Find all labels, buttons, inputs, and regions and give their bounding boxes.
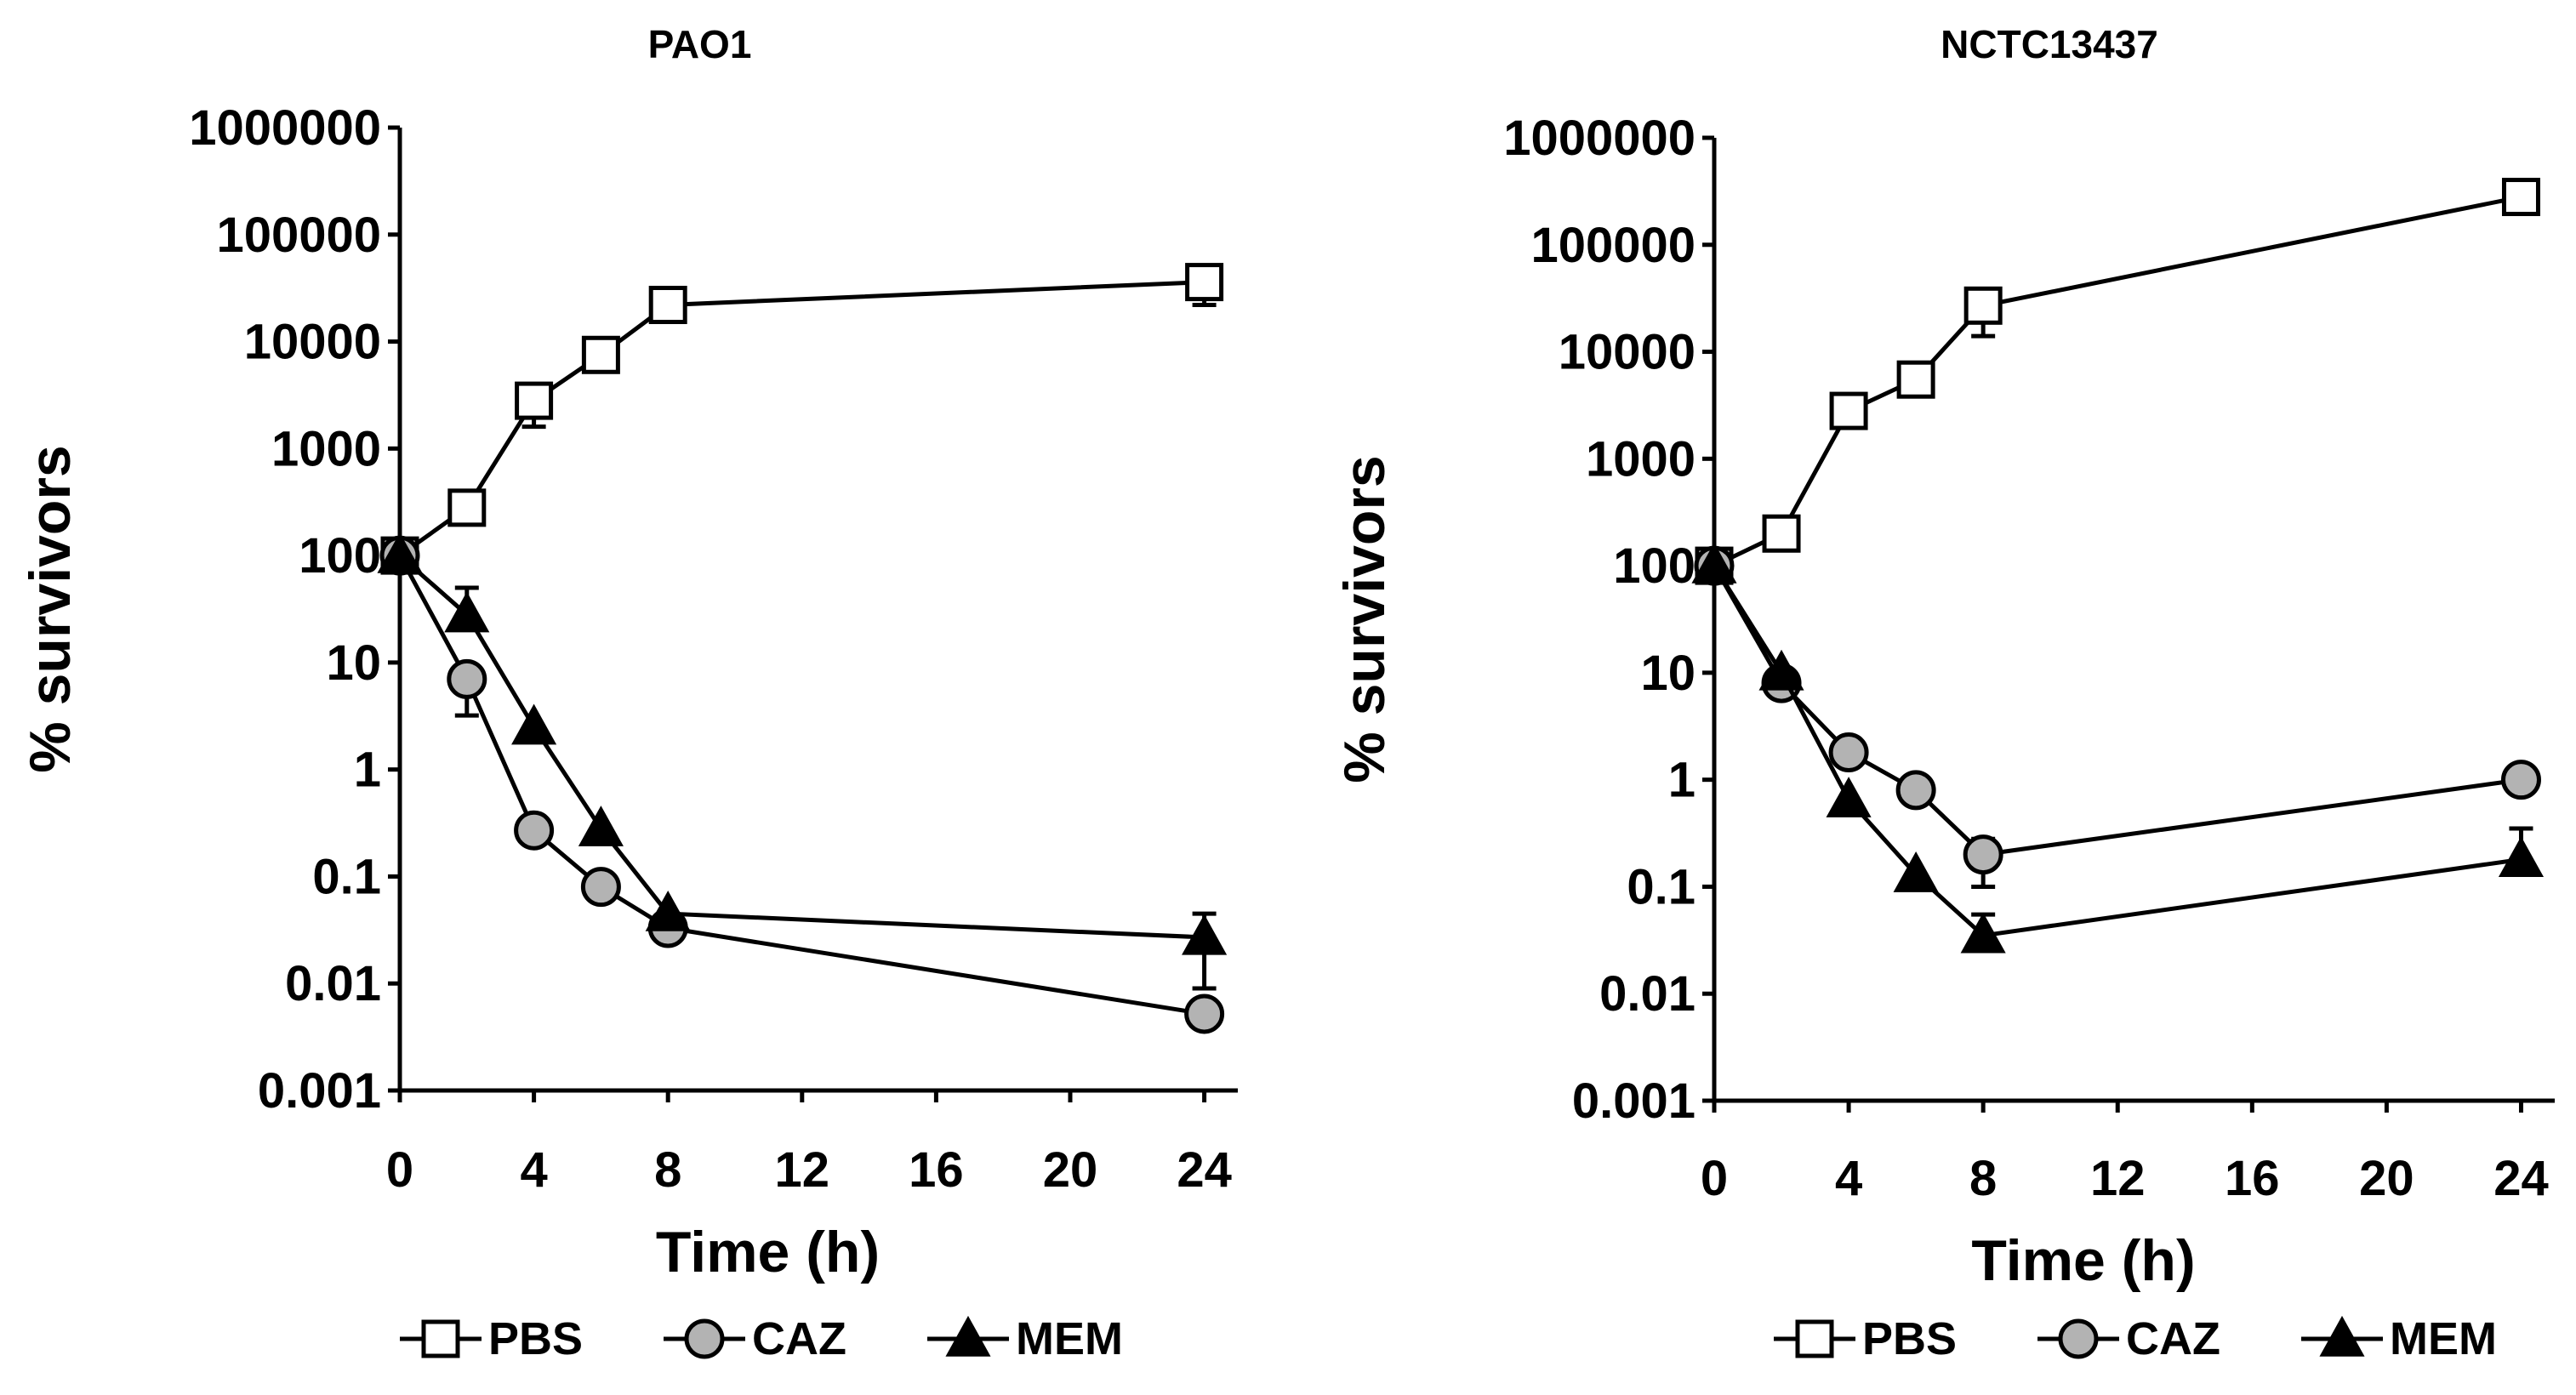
legend-marker-mem: [2319, 1315, 2365, 1357]
data-point-caz: [514, 810, 555, 851]
data-point-pbs: [447, 488, 487, 527]
legend-label-mem: MEM: [1016, 1313, 1123, 1364]
legend-marker-caz: [2058, 1318, 2099, 1359]
data-point-pbs: [1896, 360, 1935, 399]
data-point-pbs: [648, 285, 687, 324]
y-tick-label: 0.001: [258, 1063, 381, 1119]
data-point-mem: [444, 591, 490, 633]
legend-label-caz: CAZ: [2126, 1313, 2220, 1364]
data-point-caz: [447, 658, 487, 699]
x-tick-label: 12: [775, 1142, 830, 1198]
y-tick-label: 0.001: [1572, 1073, 1695, 1129]
x-tick-label: 0: [386, 1142, 413, 1198]
x-tick-label: 20: [1043, 1142, 1098, 1198]
y-tick-label: 1000: [1586, 431, 1695, 487]
y-tick-label: 1000000: [1503, 111, 1695, 166]
x-tick-label: 4: [1835, 1151, 1862, 1206]
data-point-pbs: [1963, 286, 2003, 325]
data-point-mem: [377, 532, 423, 573]
series-caz: [379, 535, 1225, 1034]
x-tick-label: 16: [909, 1142, 964, 1198]
data-point-caz: [1184, 994, 1225, 1034]
y-tick-label: 10: [326, 635, 381, 691]
x-tick-label: 24: [2493, 1151, 2549, 1206]
x-tick-label: 16: [2225, 1151, 2280, 1206]
y-tick-label: 100: [1613, 538, 1695, 594]
legend-label-pbs: PBS: [488, 1313, 583, 1364]
data-point-mem: [511, 703, 557, 745]
data-point-pbs: [1185, 263, 1224, 302]
data-point-caz: [1963, 834, 2003, 875]
x-tick-label: 4: [520, 1142, 547, 1198]
series-mem: [377, 532, 1228, 991]
panel-pao1: PAO1 0.001 0.01 0.1 1 10 100 1000 10000 100000 100…: [18, 22, 1238, 1364]
data-point-pbs: [1762, 514, 1801, 553]
y-tick-label: 1: [354, 743, 381, 798]
y-tick-label: 0.1: [1627, 859, 1695, 914]
series-mem: [1691, 543, 2545, 954]
y-tick-label: 10: [1640, 646, 1695, 701]
legend-marker-mem: [945, 1315, 991, 1357]
series-pbs: [380, 263, 1224, 575]
data-point-pbs: [2501, 178, 2540, 217]
y-tick-label: 1: [1668, 753, 1695, 808]
chart-title: PAO1: [648, 22, 752, 66]
series-line-mem: [398, 554, 1205, 940]
series-caz: [1694, 545, 2541, 889]
y-tick-label: 0.01: [1599, 966, 1695, 1022]
data-point-pbs: [515, 381, 554, 420]
legend-label-mem: MEM: [2390, 1313, 2497, 1364]
data-point-caz: [2500, 760, 2541, 800]
data-point-pbs: [1829, 391, 1868, 430]
y-tick-label: 0.1: [312, 849, 381, 904]
x-tick-label: 0: [1701, 1151, 1728, 1206]
legend: PBS CAZ MEM: [1774, 1313, 2497, 1364]
series-line-caz: [1712, 564, 2522, 857]
y-tick-label: 100000: [1530, 218, 1695, 273]
data-point-caz: [580, 867, 621, 908]
x-axis-label: Time (h): [656, 1220, 880, 1284]
y-tick-label: 100000: [216, 208, 381, 263]
data-point-mem: [645, 890, 691, 931]
legend-marker-caz: [684, 1318, 725, 1359]
series-line-pbs: [1713, 195, 2522, 568]
data-point-mem: [578, 806, 624, 846]
data-point-mem: [1691, 543, 1737, 584]
legend-marker-pbs: [421, 1319, 460, 1358]
x-tick-label: 12: [2090, 1151, 2146, 1206]
y-tick-label: 100: [299, 528, 381, 584]
x-tick-label: 8: [654, 1142, 681, 1198]
series-line-mem: [1712, 564, 2522, 938]
data-point-pbs: [581, 335, 620, 374]
chart-title: NCTC13437: [1941, 22, 2158, 66]
x-axis-label: Time (h): [1971, 1228, 2195, 1293]
legend-marker-pbs: [1795, 1319, 1834, 1358]
y-axis-label: % survivors: [18, 445, 83, 773]
series-line-caz: [397, 554, 1205, 1016]
legend-label-pbs: PBS: [1862, 1313, 1957, 1364]
y-tick-label: 1000: [271, 421, 381, 476]
x-tick-label: 8: [1969, 1151, 1997, 1206]
y-axis-label: % survivors: [1332, 455, 1397, 783]
data-point-mem: [1893, 851, 1939, 892]
data-point-mem: [1960, 912, 2006, 954]
data-point-mem: [1758, 649, 1804, 691]
y-tick-label: 10000: [244, 315, 381, 370]
data-point-caz: [1895, 770, 1936, 811]
legend: PBS CAZ MEM: [400, 1313, 1123, 1364]
series-pbs: [1695, 178, 2540, 585]
panel-nctc13437: NCTC13437 0.001 0.01 0.1 1 10 100 1000 10000 1000…: [1332, 22, 2555, 1364]
data-point-mem: [1826, 777, 1872, 817]
y-tick-label: 10000: [1559, 325, 1695, 380]
data-point-caz: [1828, 732, 1869, 773]
x-tick-label: 24: [1177, 1142, 1232, 1198]
y-tick-label: 0.01: [285, 956, 381, 1011]
x-tick-label: 20: [2359, 1151, 2414, 1206]
data-point-mem: [2498, 836, 2545, 878]
y-tick-label: 1000000: [189, 100, 381, 156]
legend-label-caz: CAZ: [752, 1313, 846, 1364]
data-point-mem: [1182, 914, 1228, 955]
